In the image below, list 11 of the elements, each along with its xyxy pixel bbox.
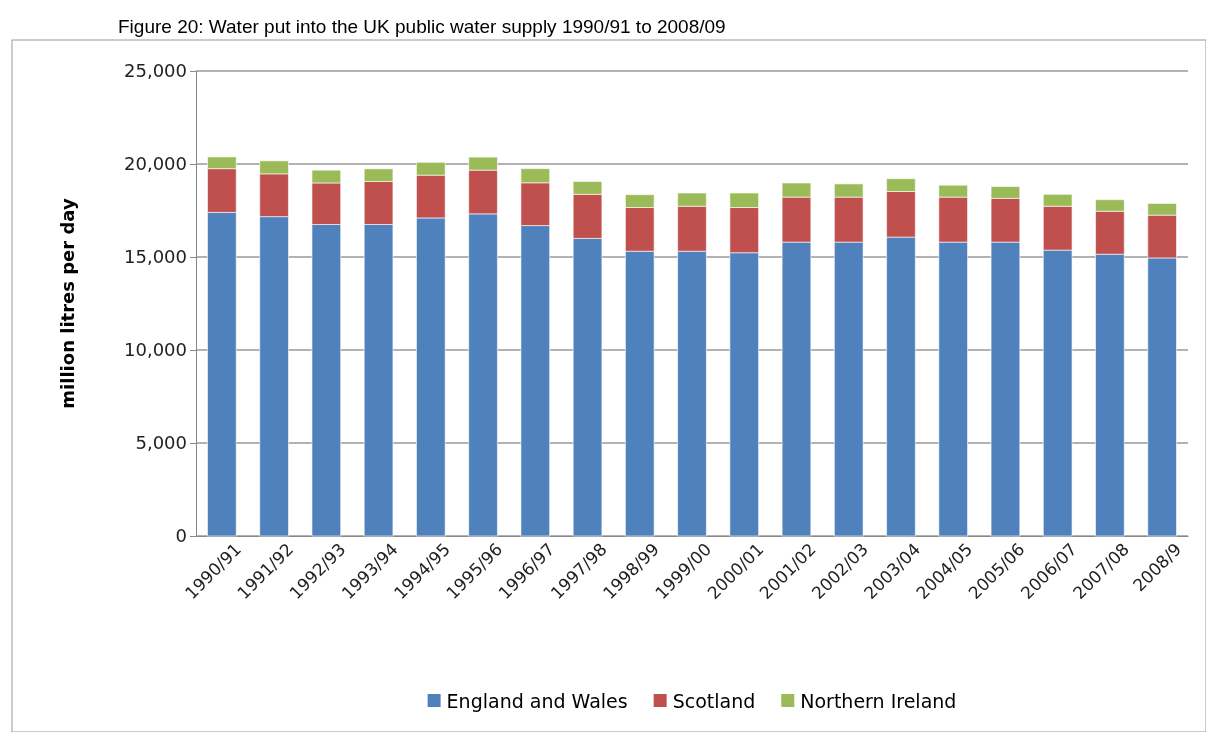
y-axis-title: million litres per day [57, 198, 78, 409]
y-tick-label: 15,000 [124, 246, 187, 268]
legend-label: Northern Ireland [800, 689, 957, 712]
y-tick-label: 10,000 [124, 339, 187, 361]
chart-title: Figure 20: Water put into the UK public water supply 1990/91 to 2008/09 [118, 16, 726, 37]
legend-label: Scotland [672, 689, 756, 712]
legend-label: England and Wales [446, 689, 628, 712]
y-tick-label: 5,000 [135, 432, 187, 454]
y-tick-label: 20,000 [124, 153, 187, 175]
y-tick-label: 25,000 [124, 60, 187, 82]
y-tick-label: 0 [175, 525, 187, 547]
